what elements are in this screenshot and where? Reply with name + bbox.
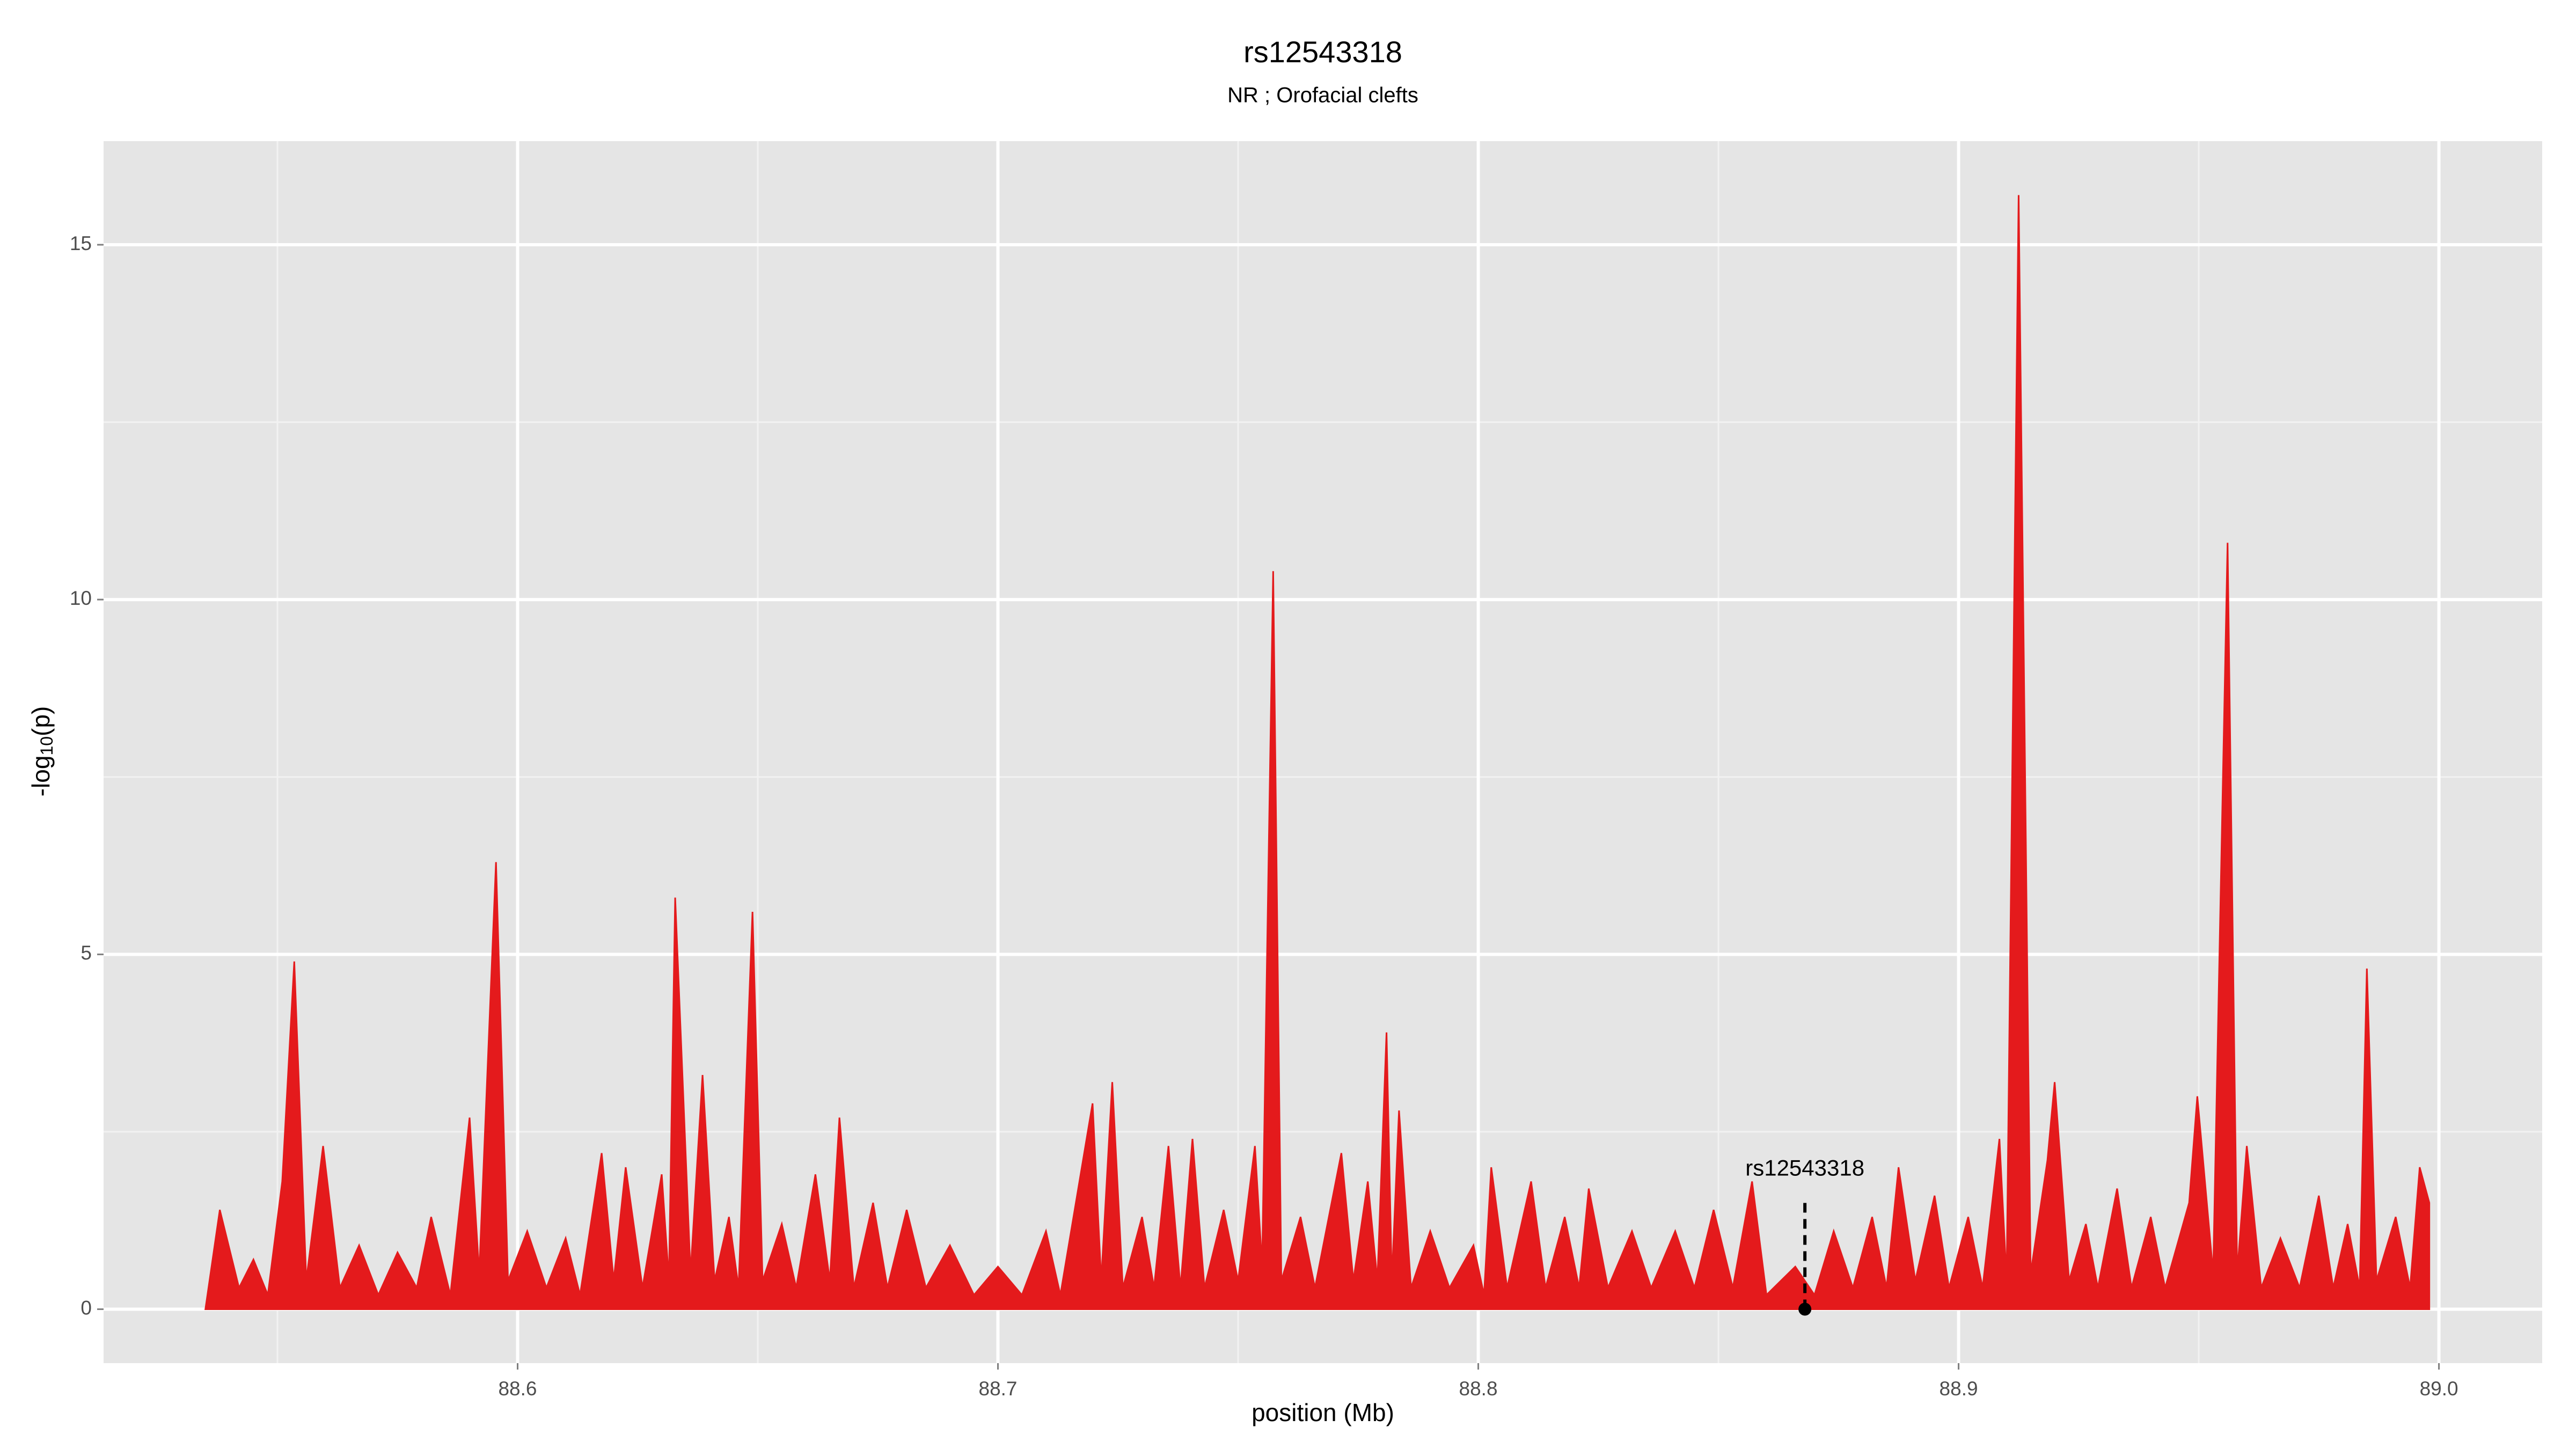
x-tick-label: 88.7 xyxy=(979,1378,1018,1400)
chart-subtitle: NR ; Orofacial clefts xyxy=(1227,84,1418,107)
x-tick-label: 88.6 xyxy=(498,1378,537,1400)
y-label-part: (p) xyxy=(27,706,55,736)
y-tick-label: 10 xyxy=(70,587,92,609)
annotation-label: rs12543318 xyxy=(1745,1155,1864,1181)
y-label-subscript: 10 xyxy=(37,736,56,756)
x-tick-label: 88.8 xyxy=(1459,1378,1498,1400)
y-axis-label: -log10(p) xyxy=(27,706,56,797)
x-axis-label: position (Mb) xyxy=(1252,1399,1394,1426)
chart-title: rs12543318 xyxy=(1243,35,1402,69)
y-tick-label: 15 xyxy=(70,232,92,254)
y-label-part: -log xyxy=(27,756,55,797)
x-tick-label: 88.9 xyxy=(1940,1378,1978,1400)
annotation-point xyxy=(1798,1302,1812,1316)
area xyxy=(204,195,2431,1311)
plot-panel xyxy=(104,141,2542,1363)
x-tick-label: 89.0 xyxy=(2420,1378,2458,1400)
y-tick-label: 0 xyxy=(80,1297,92,1319)
y-tick-label: 5 xyxy=(80,942,92,964)
